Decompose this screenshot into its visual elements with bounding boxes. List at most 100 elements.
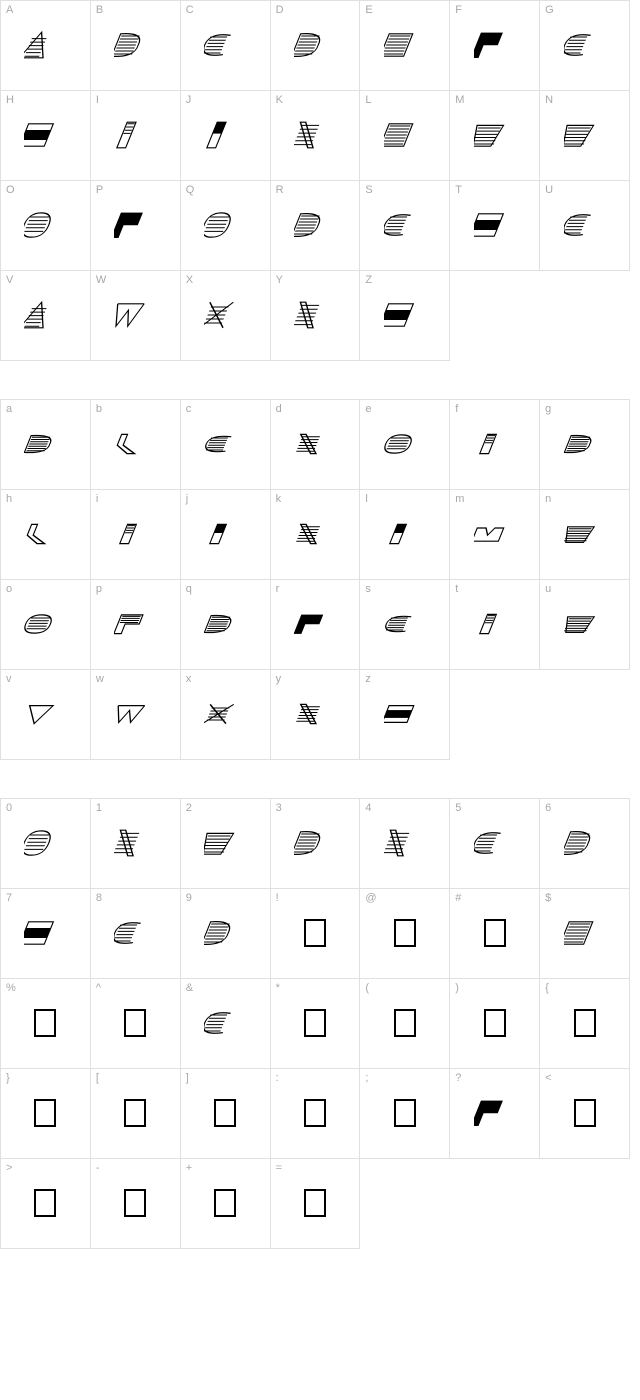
glyph-preview (555, 1003, 615, 1043)
glyph-preview (105, 1183, 165, 1223)
glyph-cell: b (91, 400, 181, 490)
glyph-cell-label: [ (96, 1072, 99, 1084)
glyph-cell-label: & (186, 982, 193, 994)
glyph-cell: % (1, 979, 91, 1069)
glyph-cell-label: } (6, 1072, 10, 1084)
glyph-cell: 3 (271, 799, 361, 889)
glyph-preview (465, 514, 525, 554)
glyph-preview (195, 115, 255, 155)
glyph-cell-label: D (276, 4, 284, 16)
glyph-cell-label: T (455, 184, 462, 196)
glyph-cell: 6 (540, 799, 630, 889)
glyph-icon (204, 917, 246, 949)
glyph-preview (285, 1183, 345, 1223)
glyph-cell-label: f (455, 403, 458, 415)
glyph-preview (465, 1003, 525, 1043)
glyph-icon (24, 608, 66, 640)
glyph-icon (384, 119, 426, 151)
glyph-icon (294, 428, 336, 460)
glyph-cell: P (91, 181, 181, 271)
glyph-cell: } (1, 1069, 91, 1159)
glyph-icon (564, 917, 606, 949)
glyph-preview (465, 1093, 525, 1133)
glyph-preview (375, 25, 435, 65)
glyph-preview (555, 205, 615, 245)
glyph-cell-label: p (96, 583, 102, 595)
glyph-section-symbols: 0123456789!@#$%^&*(){}[]:;?<>-+= (0, 798, 640, 1249)
glyph-preview (555, 424, 615, 464)
glyph-cell-label: > (6, 1162, 12, 1174)
glyph-cell: Z (360, 271, 450, 361)
missing-glyph-icon (394, 1009, 416, 1037)
glyph-preview (285, 604, 345, 644)
glyph-icon (564, 119, 606, 151)
glyph-preview (15, 25, 75, 65)
glyph-cell-label: U (545, 184, 553, 196)
glyph-cell-label: = (276, 1162, 282, 1174)
glyph-cell-label: @ (365, 892, 376, 904)
glyph-cell: o (1, 580, 91, 670)
glyph-cell-label: R (276, 184, 284, 196)
glyph-cell-label: c (186, 403, 192, 415)
glyph-icon (564, 827, 606, 859)
glyph-cell: ] (181, 1069, 271, 1159)
missing-glyph-icon (124, 1099, 146, 1127)
glyph-preview (375, 913, 435, 953)
glyph-cell: = (271, 1159, 361, 1249)
glyph-icon (114, 827, 156, 859)
glyph-cell-label: b (96, 403, 102, 415)
glyph-cell: V (1, 271, 91, 361)
glyph-cell: : (271, 1069, 361, 1159)
missing-glyph-icon (574, 1009, 596, 1037)
glyph-grid: ABCDEFGHIJKLMNOPQRSTUVWXYZ (0, 0, 630, 361)
glyph-cell: F (450, 1, 540, 91)
glyph-cell: c (181, 400, 271, 490)
glyph-preview (555, 913, 615, 953)
glyph-icon (24, 698, 66, 730)
missing-glyph-icon (394, 1099, 416, 1127)
glyph-icon (204, 428, 246, 460)
glyph-preview (15, 424, 75, 464)
glyph-cell: I (91, 91, 181, 181)
glyph-preview (15, 295, 75, 335)
glyph-cell-label: ! (276, 892, 279, 904)
glyph-cell: # (450, 889, 540, 979)
glyph-cell-label: O (6, 184, 15, 196)
glyph-preview (555, 115, 615, 155)
glyph-preview (15, 514, 75, 554)
glyph-icon (474, 608, 516, 640)
glyph-cell-label: ( (365, 982, 369, 994)
glyph-cell: j (181, 490, 271, 580)
glyph-cell: y (271, 670, 361, 760)
missing-glyph-icon (484, 919, 506, 947)
glyph-cell-label: ^ (96, 982, 101, 994)
glyph-preview (465, 913, 525, 953)
glyph-cell: K (271, 91, 361, 181)
glyph-icon (24, 29, 66, 61)
glyph-icon (294, 608, 336, 640)
glyph-cell-label: 4 (365, 802, 371, 814)
glyph-icon (24, 209, 66, 241)
glyph-cell-label: C (186, 4, 194, 16)
glyph-cell: z (360, 670, 450, 760)
glyph-preview (195, 205, 255, 245)
glyph-cell: [ (91, 1069, 181, 1159)
glyph-cell: ( (360, 979, 450, 1069)
glyph-cell-label: N (545, 94, 553, 106)
missing-glyph-icon (34, 1099, 56, 1127)
glyph-preview (375, 604, 435, 644)
glyph-icon (204, 209, 246, 241)
glyph-icon (24, 827, 66, 859)
glyph-cell: q (181, 580, 271, 670)
glyph-preview (105, 823, 165, 863)
missing-glyph-icon (214, 1099, 236, 1127)
glyph-cell-label: P (96, 184, 103, 196)
glyph-cell: U (540, 181, 630, 271)
glyph-icon (474, 518, 516, 550)
glyph-cell: p (91, 580, 181, 670)
glyph-preview (105, 115, 165, 155)
glyph-cell-label: * (276, 982, 280, 994)
glyph-cell: l (360, 490, 450, 580)
glyph-preview (285, 913, 345, 953)
glyph-cell: & (181, 979, 271, 1069)
